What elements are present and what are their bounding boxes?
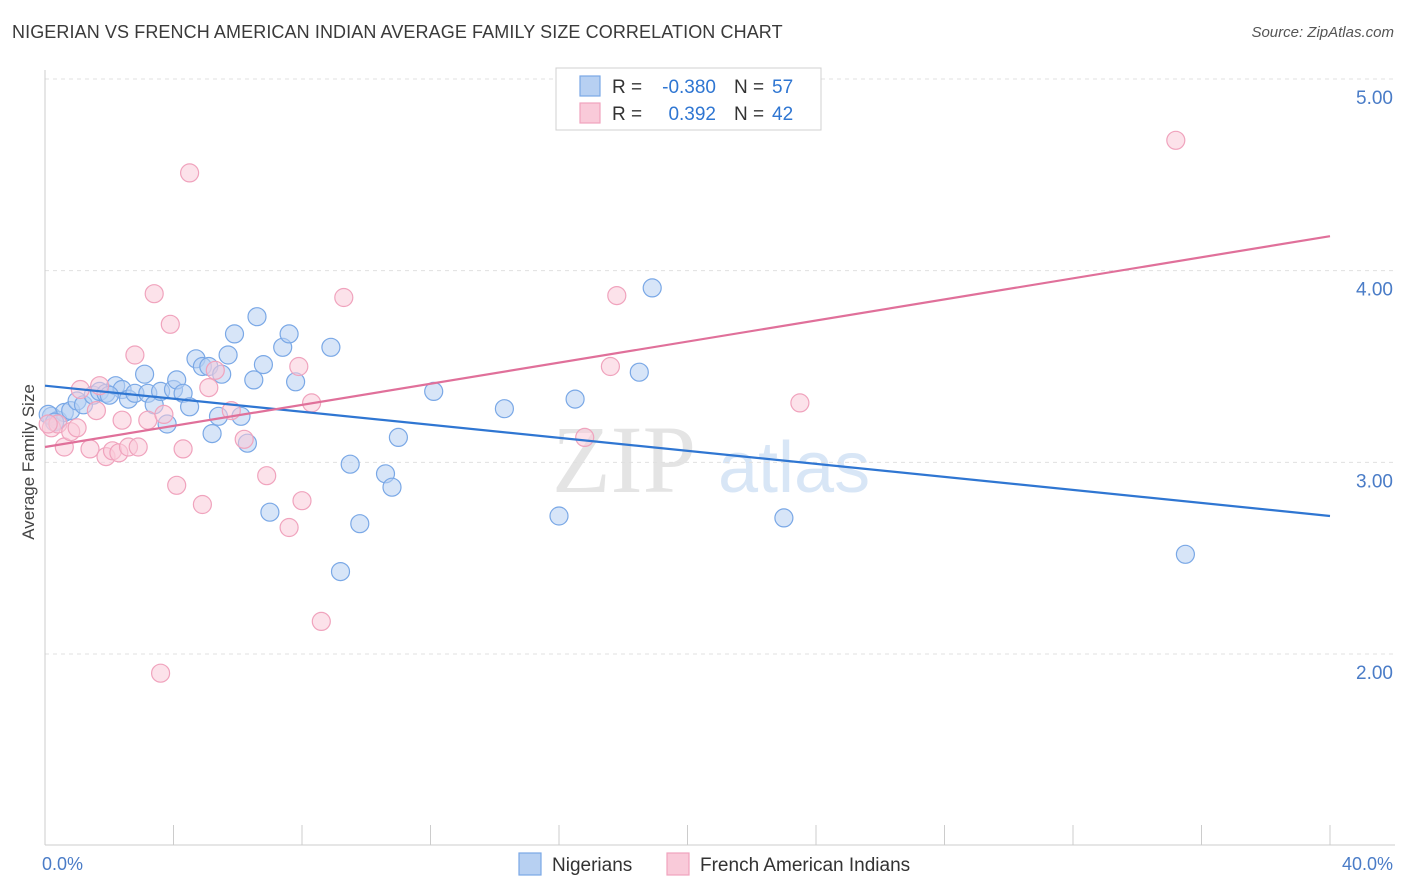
legend-swatch-nigerians[interactable] [518,852,542,876]
point-nigerians-50[interactable] [629,362,649,382]
point-french-american-indians-29[interactable] [257,466,277,486]
point-french-american-indians-41[interactable] [38,414,58,434]
point-french-american-indians-18[interactable] [151,663,171,683]
corr-n-label-nigerians: N = [734,77,764,98]
point-nigerians-52[interactable] [774,508,794,528]
point-french-american-indians-15[interactable] [128,437,148,457]
point-french-american-indians-6[interactable] [80,439,100,459]
point-nigerians-28[interactable] [218,345,238,365]
point-french-american-indians-19[interactable] [154,404,174,424]
y-tick-label-2: 4.00 [1356,280,1393,301]
corr-r-label-nigerians: R = [612,77,642,98]
point-french-american-indians-35[interactable] [334,287,354,308]
point-french-american-indians-26[interactable] [205,360,225,380]
point-nigerians-34[interactable] [253,355,273,375]
point-nigerians-21[interactable] [180,397,200,417]
point-nigerians-47[interactable] [494,399,514,419]
legend-label-french-american-indians[interactable]: French American Indians [700,855,910,876]
point-nigerians-48[interactable] [549,506,569,526]
y-tick-label-0: 2.00 [1356,663,1393,684]
point-nigerians-32[interactable] [244,370,264,390]
corr-n-value-french-american-indians: 42 [772,104,793,125]
point-french-american-indians-25[interactable] [199,378,219,398]
y-tick-label-1: 3.00 [1356,471,1393,492]
point-french-american-indians-37[interactable] [600,356,621,377]
trend-line-french-american-indians [44,235,1331,449]
watermark-zip: ZIP [552,406,696,513]
chart-title: NIGERIAN VS FRENCH AMERICAN INDIAN AVERA… [12,22,783,42]
corr-r-label-french-american-indians: R = [612,104,642,125]
legend: Nigerians French American Indians [518,852,910,876]
axes: 2.00 3.00 4.00 5.00 [44,70,1395,846]
point-french-american-indians-40[interactable] [1166,130,1186,150]
y-axis-label: Average Family Size [19,384,38,540]
correlation-box: R = -0.380 N = 57 R = 0.392 N = 42 [555,67,822,131]
point-french-american-indians-20[interactable] [160,314,180,334]
point-nigerians-49[interactable] [565,389,585,409]
point-french-american-indians-23[interactable] [180,163,200,183]
grid-lines [45,78,1395,655]
point-nigerians-42[interactable] [350,514,370,534]
correlation-swatch-french-american-indians [579,102,601,124]
legend-label-nigerians[interactable]: Nigerians [552,855,632,876]
x-tick-label-max: 40.0% [1342,854,1393,874]
point-nigerians-35[interactable] [260,502,280,522]
point-nigerians-37[interactable] [279,324,299,344]
point-french-american-indians-14[interactable] [125,345,145,365]
corr-r-value-french-american-indians: 0.392 [668,104,716,125]
point-french-american-indians-24[interactable] [192,494,212,515]
point-french-american-indians-34[interactable] [311,611,331,632]
correlation-swatch-nigerians [579,75,601,97]
x-tick-label-min: 0.0% [42,854,83,874]
point-french-american-indians-31[interactable] [289,356,309,377]
series-french-american-indians-points [38,130,1186,683]
point-french-american-indians-7[interactable] [86,401,107,421]
trend-lines [44,235,1331,518]
point-nigerians-45[interactable] [388,427,408,447]
point-french-american-indians-32[interactable] [292,491,312,511]
point-french-american-indians-21[interactable] [167,475,187,495]
trend-line-nigerians [44,384,1331,518]
watermark-atlas: atlas [718,428,870,508]
point-french-american-indians-16[interactable] [138,410,158,430]
point-french-american-indians-22[interactable] [173,439,193,459]
point-nigerians-25[interactable] [202,424,222,444]
point-nigerians-53[interactable] [1175,544,1196,564]
y-tick-label-3: 5.00 [1356,88,1393,109]
point-french-american-indians-30[interactable] [279,517,299,538]
point-nigerians-44[interactable] [382,477,402,497]
corr-r-value-nigerians: -0.380 [662,77,716,98]
point-nigerians-29[interactable] [224,324,245,344]
source-label: Source: ZipAtlas.com [1251,24,1394,41]
point-nigerians-33[interactable] [247,307,267,327]
point-nigerians-13[interactable] [135,364,155,384]
point-nigerians-40[interactable] [330,561,351,582]
point-french-american-indians-36[interactable] [575,427,595,447]
point-french-american-indians-17[interactable] [144,284,164,304]
point-french-american-indians-4[interactable] [67,418,87,438]
point-nigerians-51[interactable] [642,278,662,298]
point-nigerians-39[interactable] [321,337,341,357]
corr-n-label-french-american-indians: N = [734,104,764,125]
point-french-american-indians-39[interactable] [790,393,810,413]
point-french-american-indians-38[interactable] [607,286,627,306]
corr-n-value-nigerians: 57 [772,77,793,98]
point-french-american-indians-12[interactable] [112,410,132,430]
point-french-american-indians-28[interactable] [234,429,254,449]
legend-swatch-french-american-indians[interactable] [666,852,690,876]
point-nigerians-41[interactable] [340,454,360,474]
